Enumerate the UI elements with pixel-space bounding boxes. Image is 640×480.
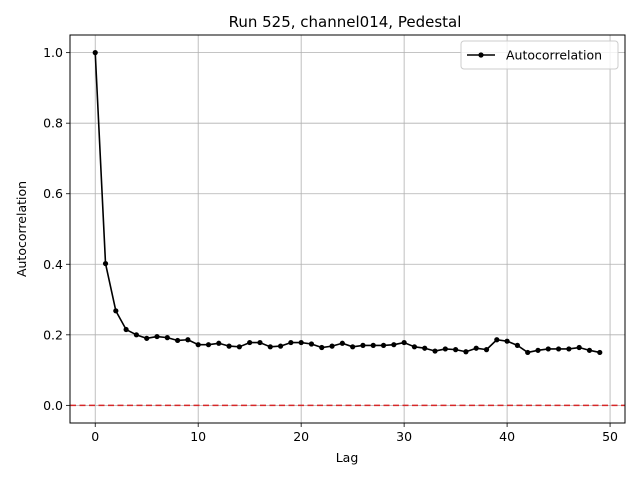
data-point xyxy=(92,50,98,56)
x-tick-label: 0 xyxy=(91,429,99,444)
data-point xyxy=(288,339,294,346)
data-point xyxy=(494,337,500,343)
data-point xyxy=(391,342,397,348)
data-point xyxy=(123,326,129,333)
x-tick-label: 30 xyxy=(396,429,412,444)
data-point xyxy=(586,347,593,353)
data-point xyxy=(236,344,242,350)
chart-title: Run 525, channel014, Pedestal xyxy=(229,13,462,31)
data-point xyxy=(525,349,531,356)
data-point xyxy=(350,344,356,350)
data-point xyxy=(164,335,170,341)
legend: Autocorrelation xyxy=(460,40,619,70)
data-point xyxy=(411,344,418,350)
x-tick-label: 10 xyxy=(190,429,206,444)
y-axis-label: Autocorrelation xyxy=(14,181,29,277)
data-point xyxy=(195,342,201,348)
y-tick-label: 0.0 xyxy=(43,398,63,413)
data-point xyxy=(370,342,376,348)
data-point xyxy=(463,349,469,355)
legend-box xyxy=(460,40,619,70)
data-point xyxy=(257,339,263,346)
data-point xyxy=(267,344,273,350)
x-tick-label: 50 xyxy=(602,429,618,444)
data-point xyxy=(401,339,407,346)
data-point xyxy=(277,343,284,349)
y-tick-label: 0.4 xyxy=(43,257,63,272)
data-point xyxy=(175,337,181,344)
x-axis-ticks: 0 10 20 30 40 50 xyxy=(91,423,618,444)
data-point xyxy=(102,260,109,267)
data-point xyxy=(133,332,140,338)
data-point xyxy=(566,346,572,352)
series-group xyxy=(92,50,603,356)
data-point xyxy=(216,340,222,346)
data-point xyxy=(597,349,603,356)
data-point xyxy=(226,343,232,349)
data-point xyxy=(319,344,325,351)
data-point xyxy=(329,343,335,349)
data-point xyxy=(185,337,191,343)
data-point xyxy=(442,346,448,352)
y-tick-label: 0.8 xyxy=(43,116,63,131)
legend-marker-swatch xyxy=(478,52,484,58)
data-point xyxy=(247,339,253,346)
data-point xyxy=(473,345,479,351)
data-point xyxy=(483,347,490,353)
data-point xyxy=(545,346,551,352)
data-point xyxy=(308,341,315,347)
data-point xyxy=(576,344,582,351)
y-tick-label: 0.2 xyxy=(43,327,63,342)
y-axis-ticks: 0.0 0.2 0.4 0.6 0.8 1.0 xyxy=(43,45,70,413)
x-axis-label: Lag xyxy=(336,450,359,465)
data-point xyxy=(298,339,304,346)
data-point xyxy=(504,338,510,344)
data-point xyxy=(514,342,520,348)
data-point xyxy=(154,333,160,340)
data-point xyxy=(453,347,459,353)
x-tick-label: 20 xyxy=(293,429,309,444)
data-point xyxy=(422,345,428,351)
data-point xyxy=(380,342,387,348)
data-point xyxy=(432,348,438,354)
plot-area-frame xyxy=(69,34,626,424)
data-point xyxy=(339,340,345,346)
data-point xyxy=(535,347,541,353)
grid-lines xyxy=(70,35,625,423)
x-tick-label: 40 xyxy=(499,429,515,444)
legend-label: Autocorrelation xyxy=(506,48,602,63)
data-point xyxy=(555,346,562,352)
y-tick-label: 0.6 xyxy=(43,186,63,201)
data-point xyxy=(113,308,119,314)
data-point xyxy=(360,342,366,348)
data-point xyxy=(144,335,150,341)
y-tick-label: 1.0 xyxy=(43,45,63,60)
data-point xyxy=(205,342,212,348)
